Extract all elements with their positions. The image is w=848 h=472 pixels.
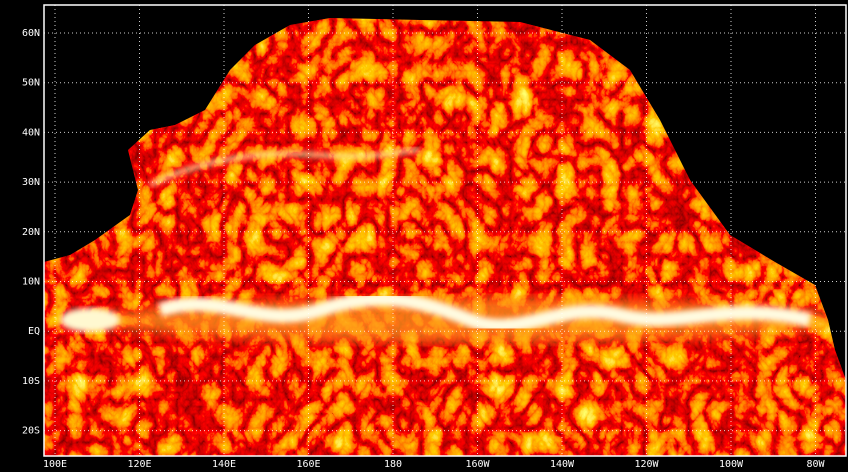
lon-label: 80W xyxy=(806,459,825,470)
lat-label: 60N xyxy=(22,28,40,39)
lat-label: 40N xyxy=(22,127,40,138)
lat-label: 10S xyxy=(22,376,40,387)
map-figure: 100E 120E 140E 160E 180 160W 140W 120W 100W 80W 60… xyxy=(0,0,848,472)
lon-label: 100E xyxy=(43,459,67,470)
lat-label: EQ xyxy=(28,326,40,337)
lon-label: 120W xyxy=(634,459,659,470)
lat-label: 10N xyxy=(22,277,40,288)
lat-label: 20S xyxy=(22,426,40,437)
lon-label: 140E xyxy=(212,459,236,470)
lat-label: 50N xyxy=(22,78,40,89)
page: 100E 120E 140E 160E 180 160W 140W 120W 100W 80W 60… xyxy=(0,0,848,472)
lat-label: 30N xyxy=(22,177,40,188)
lon-label: 180 xyxy=(384,459,402,470)
lat-label: 20N xyxy=(22,227,40,238)
lon-label: 140W xyxy=(550,459,575,470)
lon-label: 100W xyxy=(719,459,744,470)
lon-label: 160W xyxy=(465,459,490,470)
lon-label: 120E xyxy=(127,459,151,470)
lon-label: 160E xyxy=(296,459,320,470)
